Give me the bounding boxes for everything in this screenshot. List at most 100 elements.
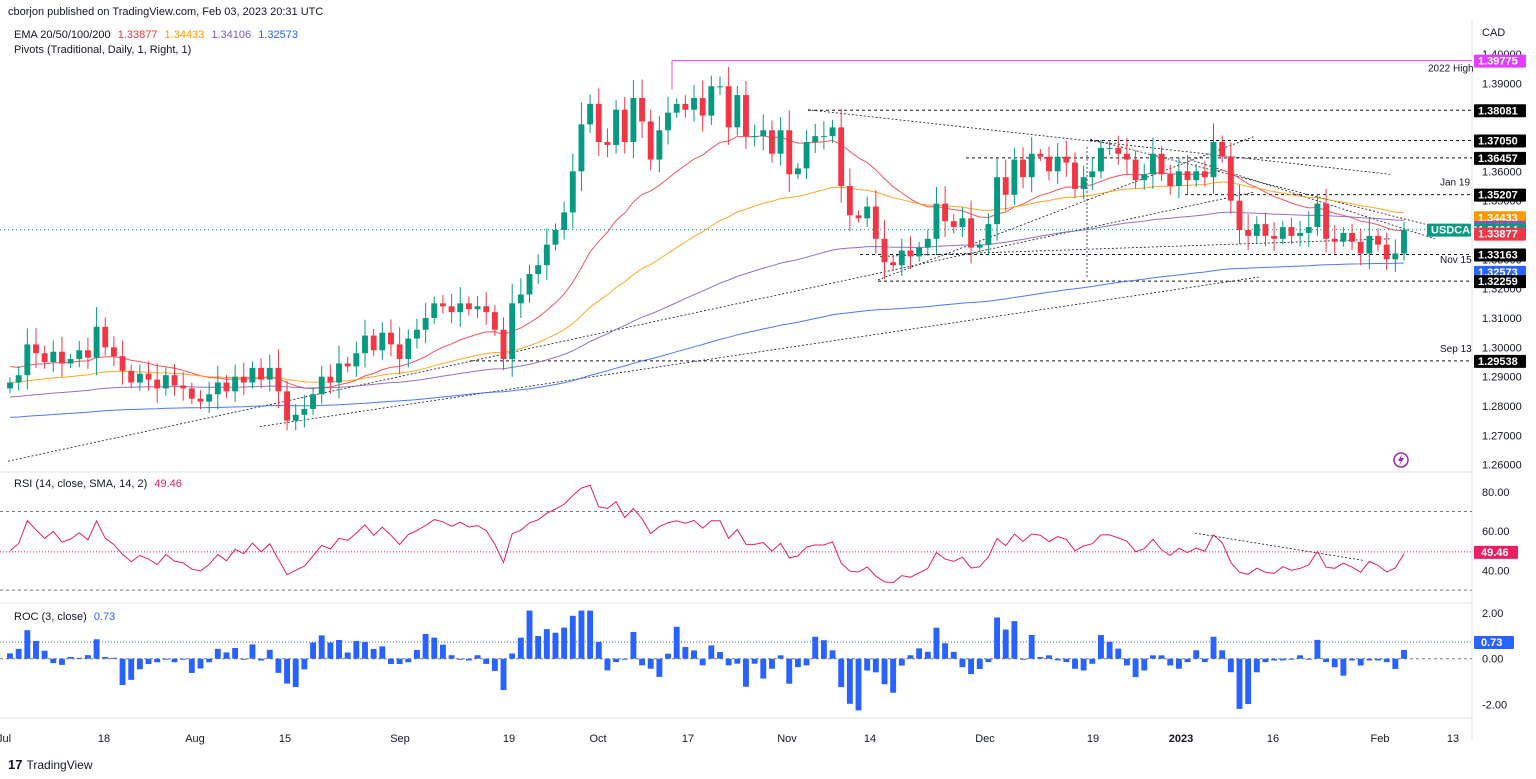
- roc-bar: [1305, 658, 1312, 660]
- trendline: [879, 238, 1391, 257]
- roc-bar: [206, 658, 213, 663]
- price-tick-label: 1.29000: [1482, 372, 1522, 384]
- candle: [786, 110, 793, 193]
- candle: [457, 287, 464, 327]
- candle: [838, 108, 845, 203]
- candle: [673, 98, 680, 118]
- roc-bar: [1236, 658, 1243, 709]
- roc-bar: [768, 658, 775, 669]
- candle: [1115, 135, 1122, 165]
- candle: [517, 278, 524, 318]
- symbol-tag: [1427, 223, 1471, 237]
- roc-bar: [1149, 655, 1156, 659]
- candle: [587, 94, 594, 133]
- rsi-value-label: 49.46: [1474, 545, 1518, 559]
- x-tick-label: 13: [1447, 733, 1459, 745]
- candle: [162, 367, 169, 396]
- footer-brand[interactable]: 17 TradingView: [8, 757, 93, 772]
- roc-bar: [1349, 658, 1355, 661]
- roc-bar: [180, 658, 187, 660]
- candle: [422, 303, 429, 344]
- roc-bar: [1002, 629, 1009, 659]
- candle: [708, 75, 715, 126]
- candle: [145, 361, 152, 391]
- candle: [439, 294, 446, 314]
- roc-bar: [84, 655, 91, 659]
- candle: [1020, 147, 1026, 189]
- lightning-icon[interactable]: [1393, 452, 1409, 468]
- price-label: 1.36457: [1474, 151, 1526, 165]
- candle: [379, 322, 386, 360]
- roc-bar: [1167, 658, 1174, 666]
- candle: [1098, 139, 1104, 179]
- roc-bar: [93, 639, 100, 659]
- candle: [725, 66, 732, 145]
- candle: [431, 296, 438, 324]
- candle: [1305, 211, 1312, 248]
- candle: [1106, 139, 1113, 155]
- candle: [1245, 214, 1252, 251]
- roc-bar: [388, 658, 394, 664]
- price-tick-label: 1.36000: [1482, 166, 1522, 178]
- trendline: [1189, 159, 1436, 240]
- level-note: Sep 13: [1440, 344, 1472, 355]
- roc-bar: [1132, 658, 1139, 678]
- candle: [959, 207, 966, 237]
- x-tick-label: 18: [98, 733, 110, 745]
- roc-bar: [812, 636, 819, 659]
- candle: [128, 364, 135, 389]
- roc-bar: [154, 658, 161, 663]
- roc-bar: [872, 658, 879, 673]
- candle: [1167, 164, 1174, 195]
- candle: [1149, 137, 1156, 189]
- candle: [777, 117, 784, 166]
- roc-bar: [1279, 658, 1286, 661]
- candle: [240, 362, 247, 396]
- price-label: 1.38081: [1474, 104, 1526, 118]
- candle: [578, 102, 585, 192]
- candle: [1089, 157, 1096, 190]
- rsi-trendline: [1194, 532, 1366, 562]
- roc-bar: [846, 658, 853, 704]
- roc-bar: [275, 658, 282, 673]
- candle: [898, 238, 905, 276]
- candle: [171, 363, 178, 396]
- candle: [630, 79, 637, 159]
- x-tick-label: Aug: [185, 733, 205, 745]
- candle: [1383, 232, 1390, 271]
- roc-bar: [232, 647, 239, 659]
- roc-bar: [1020, 658, 1026, 660]
- candle: [76, 341, 83, 368]
- candle: [310, 387, 316, 415]
- candle: [318, 366, 325, 404]
- candle: [552, 223, 559, 251]
- candle: [1323, 188, 1330, 253]
- candle: [1054, 143, 1061, 184]
- candle: [665, 96, 671, 145]
- roc-bar: [1193, 650, 1200, 659]
- ema50-value: 1.34433: [164, 29, 205, 41]
- candle: [812, 123, 819, 154]
- roc-bar: [344, 652, 351, 659]
- candle: [1002, 159, 1009, 211]
- roc-tick-label: 0.00: [1482, 654, 1503, 666]
- candle: [491, 305, 498, 337]
- candle: [1141, 163, 1148, 190]
- axes-layer: 1.400001.390001.380001.370001.360001.350…: [0, 49, 1522, 745]
- roc-bar: [1072, 658, 1078, 669]
- candle: [1193, 163, 1200, 187]
- roc-bar: [1271, 658, 1278, 661]
- roc-bar: [1227, 658, 1234, 673]
- roc-value-label: 0.73: [1474, 635, 1514, 649]
- roc-bar: [292, 658, 299, 688]
- candle: [1366, 218, 1373, 270]
- roc-bar: [1357, 658, 1364, 666]
- candle: [249, 361, 256, 389]
- candle: [994, 158, 1000, 241]
- price-label: 1.29538: [1474, 354, 1526, 368]
- x-tick-label: Feb: [1371, 733, 1390, 745]
- candle: [734, 85, 741, 136]
- roc-bar: [162, 658, 169, 660]
- candle: [15, 366, 22, 391]
